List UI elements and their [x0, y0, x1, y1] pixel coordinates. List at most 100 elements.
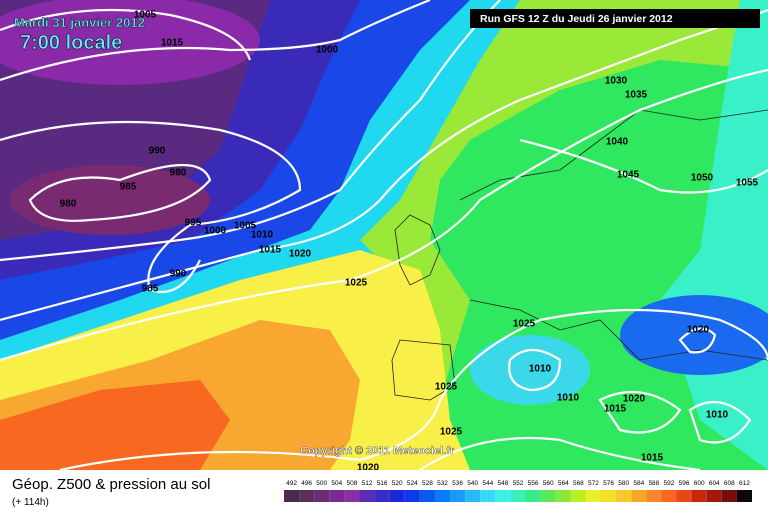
legend-swatch [359, 490, 375, 502]
legend-swatch [706, 490, 722, 502]
isobar-label: 980 [60, 199, 77, 210]
legend-label: 572 [588, 480, 599, 487]
isobar-label: 995 [185, 218, 202, 229]
legend-label: 600 [694, 480, 705, 487]
legend-swatch [404, 490, 420, 502]
isobar-label: 1020 [357, 463, 380, 474]
legend-swatch [419, 490, 435, 502]
isobar-label: 1015 [161, 38, 184, 49]
legend-label: 520 [392, 480, 403, 487]
legend-swatch [661, 490, 677, 502]
isobar-label: 1035 [625, 90, 648, 101]
isobar-label: 985 [142, 284, 159, 295]
legend-swatch [721, 490, 737, 502]
legend-swatch [434, 490, 451, 502]
legend-swatch [646, 490, 662, 502]
footer-title: Géop. Z500 & pression au sol [12, 476, 210, 493]
legend-swatch [284, 490, 300, 502]
isobar-label: 1020 [623, 394, 646, 405]
legend-swatch [480, 490, 496, 502]
coastlines [391, 109, 768, 401]
isobar-label: 1025 [435, 382, 458, 393]
legend-swatch [510, 490, 526, 502]
footer-subtitle: (+ 114h) [12, 497, 49, 508]
legend-swatch [450, 490, 466, 502]
isobar-label: 1010 [529, 364, 552, 375]
time-label: 7:00 locale [20, 32, 122, 54]
legend-label: 504 [331, 480, 342, 487]
legend-swatch [540, 490, 556, 502]
isobar-label: 1025 [345, 278, 368, 289]
legend: 492 496 500 504 508 512 516 520 524 528 532 536 540 5… [284, 480, 752, 502]
legend-label: 528 [422, 480, 433, 487]
legend-label: 592 [664, 480, 675, 487]
legend-swatch [676, 490, 692, 502]
isobar-label: 990 [149, 146, 166, 157]
copyright: Copyright © 2011 Meteociel.fr [300, 445, 455, 457]
legend-swatch [601, 490, 617, 502]
legend-label: 496 [301, 480, 312, 487]
isobar-label: 990 [170, 269, 187, 280]
isobar-label: 1040 [606, 137, 629, 148]
isobar-label: 1045 [617, 170, 640, 181]
legend-label: 608 [724, 480, 735, 487]
legend-label: 540 [467, 480, 478, 487]
isobar-label: 1010 [251, 230, 274, 241]
legend-label: 580 [618, 480, 629, 487]
legend-swatch [616, 490, 632, 502]
isobar-label: 1020 [289, 249, 312, 260]
isobar-label: 1015 [604, 404, 627, 415]
legend-label: 516 [377, 480, 388, 487]
isobar-label: 1005 [134, 10, 157, 21]
isobar-label: 1030 [605, 76, 628, 87]
legend-label: 604 [709, 480, 720, 487]
legend-label: 512 [362, 480, 373, 487]
legend-label: 532 [437, 480, 448, 487]
isobar-label: 1000 [204, 226, 227, 237]
isobar-label: 1005 [234, 221, 257, 232]
run-box [470, 9, 760, 28]
legend-label: 564 [558, 480, 569, 487]
legend-swatch [314, 490, 330, 502]
legend-swatch [465, 490, 481, 502]
legend-label: 500 [316, 480, 327, 487]
legend-label: 524 [407, 480, 418, 487]
legend-label: 568 [573, 480, 584, 487]
legend-label: 492 [286, 480, 297, 487]
legend-label: 612 [739, 480, 750, 487]
legend-swatch [736, 490, 752, 502]
legend-label: 544 [482, 480, 493, 487]
legend-swatch [570, 490, 586, 502]
map-background [0, 0, 768, 470]
isobar-label: 1010 [706, 410, 729, 421]
legend-swatch [299, 490, 315, 502]
legend-label: 508 [347, 480, 358, 487]
isobar-label: 1000 [316, 45, 339, 56]
isobar-label: 1055 [736, 178, 759, 189]
isobar-label: 1025 [513, 319, 536, 330]
isobar-label: 1025 [440, 427, 463, 438]
legend-label: 536 [452, 480, 463, 487]
legend-label: 552 [513, 480, 524, 487]
isobar-label: 985 [120, 182, 137, 193]
isobar-label: 1010 [557, 393, 580, 404]
legend-swatch [329, 490, 345, 502]
legend-label: 548 [497, 480, 508, 487]
legend-label: 596 [679, 480, 690, 487]
legend-swatch [691, 490, 707, 502]
legend-swatch [555, 490, 571, 502]
legend-swatch [374, 490, 390, 502]
legend-label: 584 [633, 480, 644, 487]
isobar-label: 1015 [259, 245, 282, 256]
legend-swatch [585, 490, 602, 502]
legend-label: 588 [648, 480, 659, 487]
run-label: Run GFS 12 Z du Jeudi 26 janvier 2012 [480, 13, 673, 25]
legend-swatch [389, 490, 405, 502]
legend-label: 556 [528, 480, 539, 487]
isobar-label: 1020 [687, 325, 710, 336]
legend-swatch [495, 490, 511, 502]
legend-label: 560 [543, 480, 554, 487]
isobar-label: 980 [170, 168, 187, 179]
